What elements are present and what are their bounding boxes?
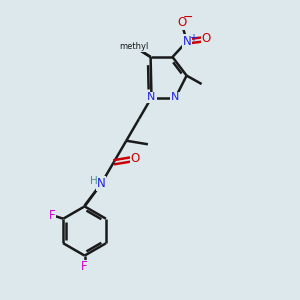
Text: O: O: [131, 152, 140, 165]
Text: H: H: [90, 176, 98, 187]
Text: N: N: [97, 177, 106, 190]
Text: N: N: [171, 92, 180, 103]
Text: +: +: [189, 33, 197, 43]
Text: N: N: [147, 92, 156, 103]
Text: F: F: [81, 260, 88, 274]
Text: F: F: [49, 208, 55, 222]
Text: O: O: [202, 32, 211, 46]
Text: O: O: [177, 16, 186, 29]
Text: methyl: methyl: [119, 42, 149, 51]
Text: −: −: [183, 11, 194, 24]
Text: N: N: [182, 35, 191, 48]
